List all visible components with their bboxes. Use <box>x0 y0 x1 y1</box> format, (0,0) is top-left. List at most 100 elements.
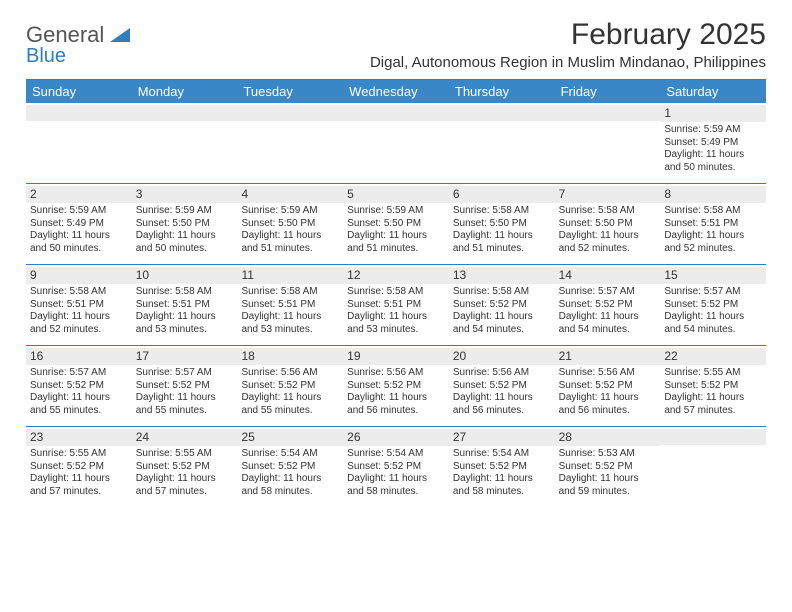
day-info: Sunrise: 5:57 AMSunset: 5:52 PMDaylight:… <box>30 367 128 417</box>
day-info: Sunrise: 5:59 AMSunset: 5:50 PMDaylight:… <box>136 205 234 255</box>
sunrise-text: Sunrise: 5:58 AM <box>453 286 551 299</box>
day-number: 26 <box>343 429 449 446</box>
daylight-text: Daylight: 11 hours and 57 minutes. <box>136 473 234 498</box>
day-cell <box>555 103 661 183</box>
calendar-week: 23Sunrise: 5:55 AMSunset: 5:52 PMDayligh… <box>26 426 766 507</box>
day-cell <box>26 103 132 183</box>
day-number: 2 <box>26 186 132 203</box>
day-header: Friday <box>555 80 661 103</box>
day-info: Sunrise: 5:57 AMSunset: 5:52 PMDaylight:… <box>664 286 762 336</box>
day-cell: 25Sunrise: 5:54 AMSunset: 5:52 PMDayligh… <box>237 427 343 507</box>
daylight-text: Daylight: 11 hours and 58 minutes. <box>453 473 551 498</box>
sunrise-text: Sunrise: 5:54 AM <box>453 448 551 461</box>
day-number: 18 <box>237 348 343 365</box>
day-info: Sunrise: 5:58 AMSunset: 5:51 PMDaylight:… <box>136 286 234 336</box>
sunrise-text: Sunrise: 5:55 AM <box>664 367 762 380</box>
sunset-text: Sunset: 5:52 PM <box>136 380 234 393</box>
daylight-text: Daylight: 11 hours and 53 minutes. <box>241 311 339 336</box>
sunrise-text: Sunrise: 5:57 AM <box>559 286 657 299</box>
daylight-text: Daylight: 11 hours and 59 minutes. <box>559 473 657 498</box>
day-header: Monday <box>132 80 238 103</box>
day-number: 10 <box>132 267 238 284</box>
day-cell: 23Sunrise: 5:55 AMSunset: 5:52 PMDayligh… <box>26 427 132 507</box>
sunrise-text: Sunrise: 5:59 AM <box>136 205 234 218</box>
page-title: February 2025 <box>370 18 766 52</box>
day-number: 19 <box>343 348 449 365</box>
logo-line1: General <box>26 22 104 47</box>
day-info: Sunrise: 5:57 AMSunset: 5:52 PMDaylight:… <box>559 286 657 336</box>
day-number: 9 <box>26 267 132 284</box>
sunrise-text: Sunrise: 5:56 AM <box>347 367 445 380</box>
day-info: Sunrise: 5:59 AMSunset: 5:49 PMDaylight:… <box>664 124 762 174</box>
day-info: Sunrise: 5:58 AMSunset: 5:51 PMDaylight:… <box>30 286 128 336</box>
day-number: 25 <box>237 429 343 446</box>
day-info: Sunrise: 5:58 AMSunset: 5:51 PMDaylight:… <box>347 286 445 336</box>
daylight-text: Daylight: 11 hours and 56 minutes. <box>347 392 445 417</box>
day-cell <box>132 103 238 183</box>
day-cell: 2Sunrise: 5:59 AMSunset: 5:49 PMDaylight… <box>26 184 132 264</box>
day-number: 24 <box>132 429 238 446</box>
daylight-text: Daylight: 11 hours and 57 minutes. <box>30 473 128 498</box>
sunrise-text: Sunrise: 5:56 AM <box>241 367 339 380</box>
day-number <box>449 105 555 121</box>
day-cell: 24Sunrise: 5:55 AMSunset: 5:52 PMDayligh… <box>132 427 238 507</box>
sunset-text: Sunset: 5:52 PM <box>136 461 234 474</box>
day-info: Sunrise: 5:56 AMSunset: 5:52 PMDaylight:… <box>241 367 339 417</box>
day-cell: 6Sunrise: 5:58 AMSunset: 5:50 PMDaylight… <box>449 184 555 264</box>
day-cell: 5Sunrise: 5:59 AMSunset: 5:50 PMDaylight… <box>343 184 449 264</box>
day-number: 17 <box>132 348 238 365</box>
daylight-text: Daylight: 11 hours and 56 minutes. <box>559 392 657 417</box>
daylight-text: Daylight: 11 hours and 52 minutes. <box>664 230 762 255</box>
day-number: 4 <box>237 186 343 203</box>
sunrise-text: Sunrise: 5:59 AM <box>347 205 445 218</box>
sunrise-text: Sunrise: 5:58 AM <box>347 286 445 299</box>
sunset-text: Sunset: 5:50 PM <box>347 218 445 231</box>
daylight-text: Daylight: 11 hours and 52 minutes. <box>30 311 128 336</box>
daylight-text: Daylight: 11 hours and 53 minutes. <box>136 311 234 336</box>
header: General Blue February 2025 Digal, Autono… <box>26 18 766 71</box>
daylight-text: Daylight: 11 hours and 53 minutes. <box>347 311 445 336</box>
day-number: 13 <box>449 267 555 284</box>
subtitle: Digal, Autonomous Region in Muslim Minda… <box>370 54 766 71</box>
day-info: Sunrise: 5:58 AMSunset: 5:50 PMDaylight:… <box>453 205 551 255</box>
sunrise-text: Sunrise: 5:58 AM <box>136 286 234 299</box>
day-cell: 11Sunrise: 5:58 AMSunset: 5:51 PMDayligh… <box>237 265 343 345</box>
sunset-text: Sunset: 5:52 PM <box>347 461 445 474</box>
sunrise-text: Sunrise: 5:58 AM <box>241 286 339 299</box>
sunrise-text: Sunrise: 5:58 AM <box>664 205 762 218</box>
day-number: 8 <box>660 186 766 203</box>
logo: General Blue <box>26 18 130 66</box>
daylight-text: Daylight: 11 hours and 58 minutes. <box>347 473 445 498</box>
daylight-text: Daylight: 11 hours and 51 minutes. <box>241 230 339 255</box>
sunrise-text: Sunrise: 5:57 AM <box>30 367 128 380</box>
day-header: Thursday <box>449 80 555 103</box>
day-info: Sunrise: 5:55 AMSunset: 5:52 PMDaylight:… <box>30 448 128 498</box>
day-cell: 16 Sunrise: 5:57 AMSunset: 5:52 PMDayligh… <box>26 346 132 426</box>
day-number: 3 <box>132 186 238 203</box>
sunrise-text: Sunrise: 5:57 AM <box>664 286 762 299</box>
sunset-text: Sunset: 5:52 PM <box>453 380 551 393</box>
sunrise-text: Sunrise: 5:57 AM <box>136 367 234 380</box>
day-cell: 20Sunrise: 5:56 AMSunset: 5:52 PMDayligh… <box>449 346 555 426</box>
day-info: Sunrise: 5:58 AMSunset: 5:50 PMDaylight:… <box>559 205 657 255</box>
sunrise-text: Sunrise: 5:59 AM <box>664 124 762 137</box>
day-info: Sunrise: 5:53 AMSunset: 5:52 PMDaylight:… <box>559 448 657 498</box>
day-number: 20 <box>449 348 555 365</box>
sunset-text: Sunset: 5:52 PM <box>559 299 657 312</box>
sunset-text: Sunset: 5:52 PM <box>241 380 339 393</box>
day-cell: 27Sunrise: 5:54 AMSunset: 5:52 PMDayligh… <box>449 427 555 507</box>
day-number: 16 <box>26 348 132 365</box>
sunset-text: Sunset: 5:51 PM <box>30 299 128 312</box>
day-number: 27 <box>449 429 555 446</box>
day-cell <box>449 103 555 183</box>
sunrise-text: Sunrise: 5:59 AM <box>241 205 339 218</box>
day-header: Sunday <box>26 80 132 103</box>
sunset-text: Sunset: 5:51 PM <box>347 299 445 312</box>
sunset-text: Sunset: 5:52 PM <box>559 461 657 474</box>
day-info: Sunrise: 5:58 AMSunset: 5:51 PMDaylight:… <box>664 205 762 255</box>
day-cell: 3 Sunrise: 5:59 AMSunset: 5:50 PMDaylight… <box>132 184 238 264</box>
sunset-text: Sunset: 5:52 PM <box>559 380 657 393</box>
day-cell: 12Sunrise: 5:58 AMSunset: 5:51 PMDayligh… <box>343 265 449 345</box>
day-cell <box>660 427 766 507</box>
logo-text: General Blue <box>26 24 130 66</box>
